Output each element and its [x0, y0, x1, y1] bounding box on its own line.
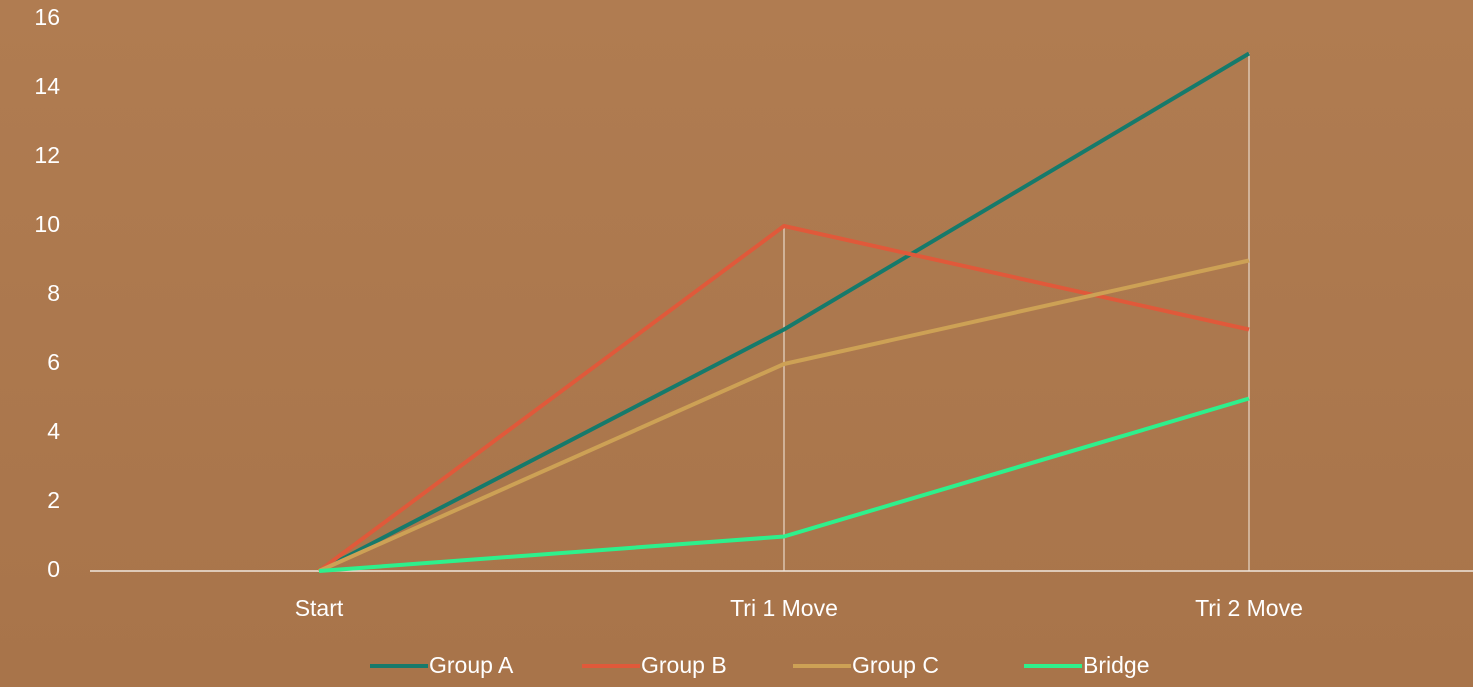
y-tick-label: 16: [34, 4, 60, 30]
x-tick-label: Tri 1 Move: [730, 595, 838, 621]
y-tick-label: 10: [34, 211, 60, 237]
series-line: [318, 258, 1250, 573]
legend-label: Bridge: [1083, 652, 1149, 678]
y-tick-label: 6: [47, 349, 60, 375]
series-line: [318, 396, 1250, 573]
y-tick-label: 14: [34, 73, 60, 99]
series-line: [318, 51, 1251, 573]
legend-label: Group B: [641, 652, 727, 678]
y-tick-label: 4: [47, 418, 60, 444]
x-tick-label: Start: [295, 595, 344, 621]
legend-label: Group A: [429, 652, 514, 678]
x-tick-label: Tri 2 Move: [1195, 595, 1303, 621]
y-tick-label: 2: [47, 487, 60, 513]
y-tick-label: 0: [47, 556, 60, 582]
y-tick-label: 8: [47, 280, 60, 306]
y-tick-label: 12: [34, 142, 60, 168]
legend-label: Group C: [852, 652, 939, 678]
